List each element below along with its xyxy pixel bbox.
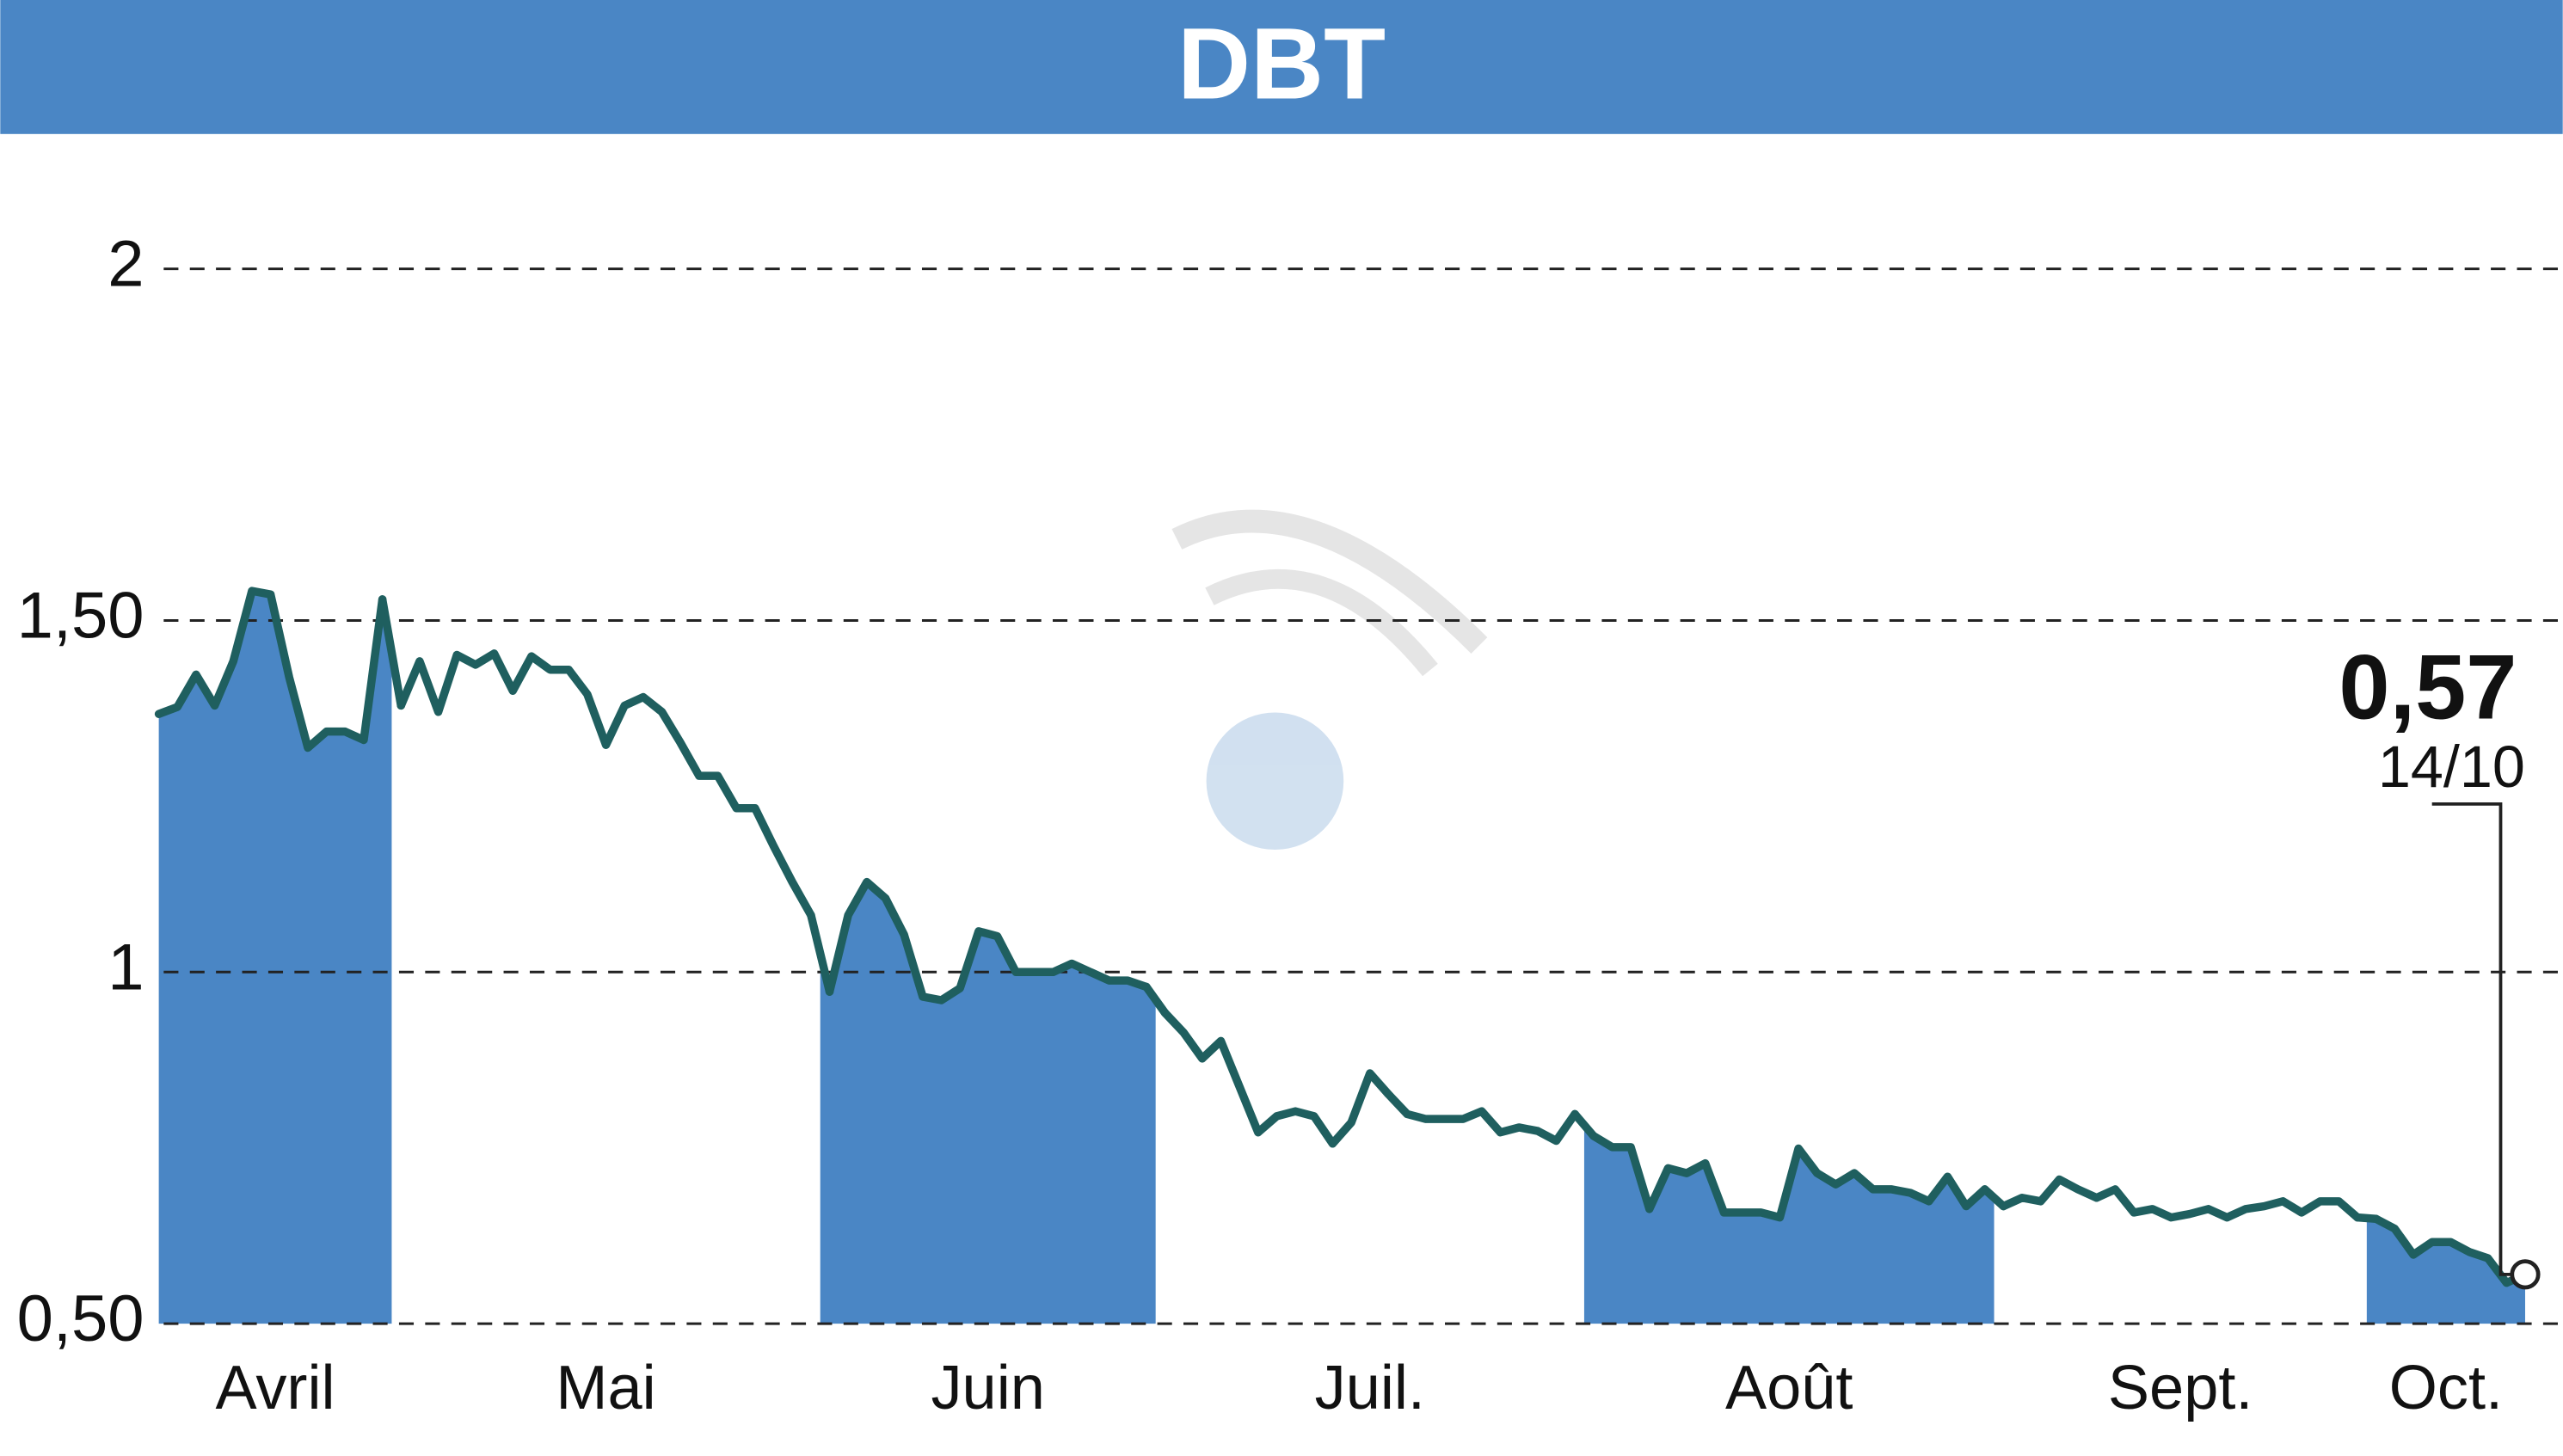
chart-title: DBT — [1177, 7, 1386, 120]
x-tick-label: Juil. — [1315, 1354, 1425, 1422]
price-line — [825, 877, 1151, 1004]
price-line — [396, 649, 815, 919]
watermark — [1171, 509, 1488, 851]
bands — [158, 591, 2525, 1324]
x-tick-label: Juin — [931, 1354, 1044, 1422]
price-line — [1999, 1175, 2362, 1222]
line-connector — [807, 911, 834, 996]
line-connector — [1570, 1109, 1598, 1140]
x-tick-label: Sept. — [2108, 1354, 2253, 1422]
line-connector — [378, 595, 406, 710]
x-tick-label: Mai — [556, 1354, 655, 1422]
last-point — [2510, 1259, 2541, 1290]
month-area — [820, 882, 1156, 1324]
last-value-label: 0,57 — [2339, 636, 2517, 739]
y-tick-label: 0,50 — [17, 1282, 144, 1355]
last-date-label: 14/10 — [2378, 734, 2525, 800]
price-line — [1160, 1008, 1579, 1148]
x-tick-label: Avril — [215, 1354, 335, 1422]
x-tick-label: Oct. — [2389, 1354, 2503, 1422]
y-tick-label: 2 — [108, 228, 144, 301]
price-line — [154, 587, 387, 753]
line-connector — [1980, 1185, 2008, 1211]
header-bar — [0, 0, 2563, 134]
x-tick-label: Août — [1725, 1354, 1853, 1422]
price-line — [1589, 1132, 1989, 1222]
line-connector — [1142, 982, 1170, 1017]
y-tick-label: 1 — [108, 931, 144, 1004]
month-area — [2366, 1218, 2525, 1324]
month-area — [158, 591, 392, 1324]
y-tick-label: 1,50 — [17, 580, 144, 653]
